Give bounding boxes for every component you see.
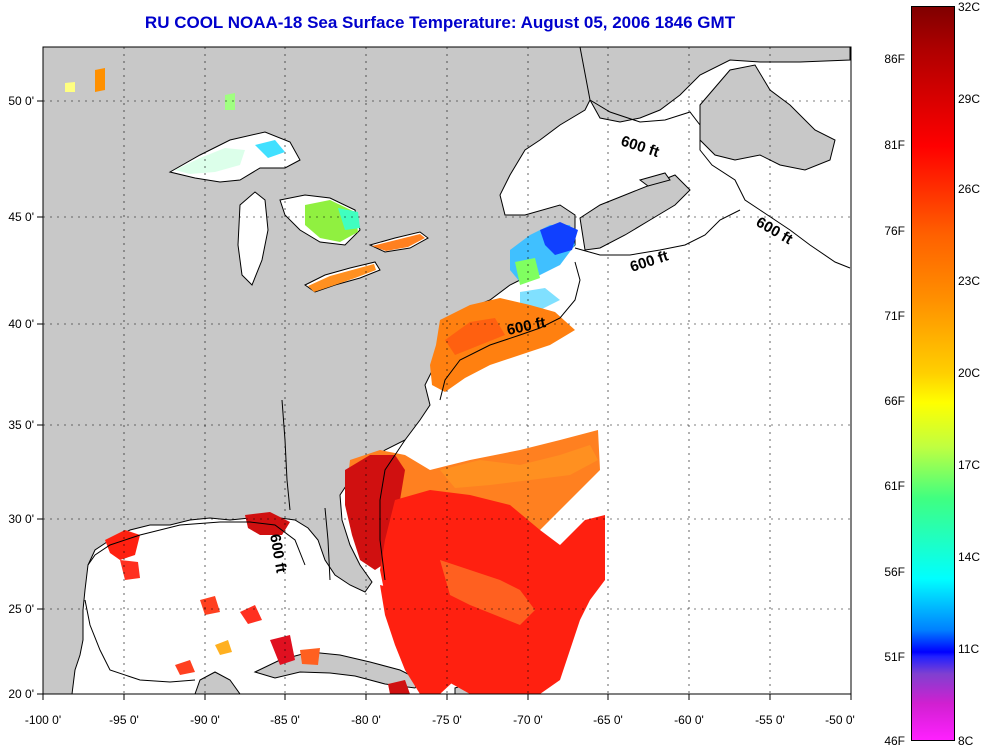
lon-label: -65 0': [593, 713, 623, 727]
lon-label: -100 0': [25, 713, 61, 727]
colorbar-fahrenheit-label: 86F: [884, 52, 905, 66]
colorbar-celsius-label: 8C: [958, 734, 974, 748]
colorbar-celsius-label: 11C: [958, 642, 980, 656]
lon-label: -80 0': [351, 713, 381, 727]
map-title: RU COOL NOAA-18 Sea Surface Temperature:…: [144, 13, 736, 32]
lat-label: 25 0': [8, 602, 34, 616]
colorbar-fahrenheit-label: 81F: [884, 138, 905, 152]
colorbar-fahrenheit-label: 76F: [884, 224, 905, 238]
lon-label: -55 0': [755, 713, 785, 727]
lat-label: 35 0': [8, 418, 34, 432]
lon-label: -50 0': [825, 713, 855, 727]
colorbar-celsius-label: 32C: [958, 0, 981, 14]
lon-label: -85 0': [270, 713, 300, 727]
lat-label: 50 0': [8, 94, 34, 108]
colorbar-celsius-label: 26C: [958, 182, 981, 196]
colorbar-fahrenheit-label: 71F: [884, 309, 905, 323]
lon-label: -60 0': [674, 713, 704, 727]
colorbar-fahrenheit-label: 51F: [884, 650, 905, 664]
lon-label: -70 0': [513, 713, 543, 727]
colorbar-fahrenheit-label: 46F: [884, 734, 905, 748]
colorbar-fahrenheit-label: 56F: [884, 565, 905, 579]
colorbar-celsius-label: 20C: [958, 366, 981, 380]
colorbar-fahrenheit-label: 61F: [884, 479, 905, 493]
lat-label: 45 0': [8, 210, 34, 224]
bathymetry-contour-600ft: [84, 99, 851, 683]
colorbar-celsius-label: 23C: [958, 274, 981, 288]
latitude-labels: 50 0' 45 0' 40 0' 35 0' 30 0' 25 0' 20 0…: [8, 94, 34, 701]
colorbar-fahrenheit-label: 66F: [884, 394, 905, 408]
axis-ticks: [37, 100, 852, 700]
temperature-colorbar: [911, 6, 955, 741]
sst-overlay: [65, 68, 605, 694]
lon-label: -90 0': [190, 713, 220, 727]
lat-label: 30 0': [8, 512, 34, 526]
lat-label: 40 0': [8, 317, 34, 331]
colorbar-celsius-label: 29C: [958, 92, 981, 106]
lat-label: 20 0': [8, 687, 34, 701]
contour-label: 600 ft: [266, 533, 290, 575]
graticule: [43, 47, 851, 694]
lon-label: -95 0': [109, 713, 139, 727]
longitude-labels: -100 0' -95 0' -90 0' -85 0' -80 0' -75 …: [25, 713, 855, 727]
lon-label: -75 0': [432, 713, 462, 727]
colorbar-celsius-label: 14C: [958, 550, 981, 564]
colorbar-celsius-label: 17C: [958, 458, 981, 472]
